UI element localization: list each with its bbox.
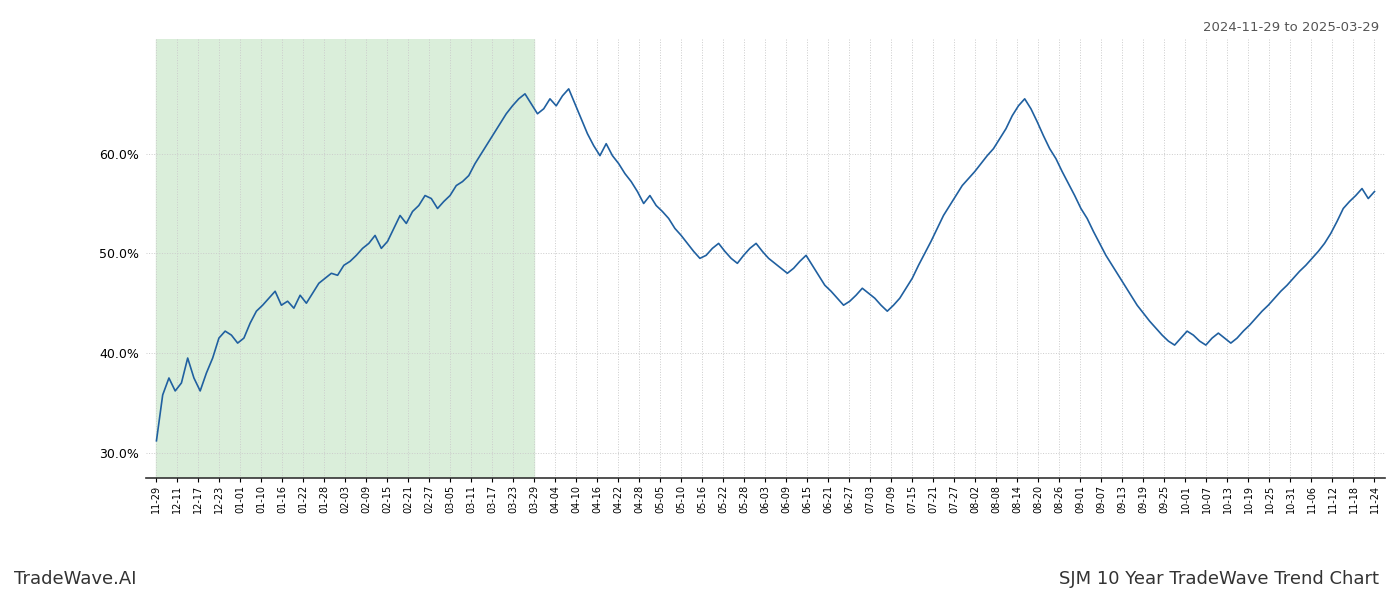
- Text: SJM 10 Year TradeWave Trend Chart: SJM 10 Year TradeWave Trend Chart: [1058, 570, 1379, 588]
- Text: TradeWave.AI: TradeWave.AI: [14, 570, 137, 588]
- Text: 2024-11-29 to 2025-03-29: 2024-11-29 to 2025-03-29: [1203, 21, 1379, 34]
- Bar: [157, 39, 535, 478]
